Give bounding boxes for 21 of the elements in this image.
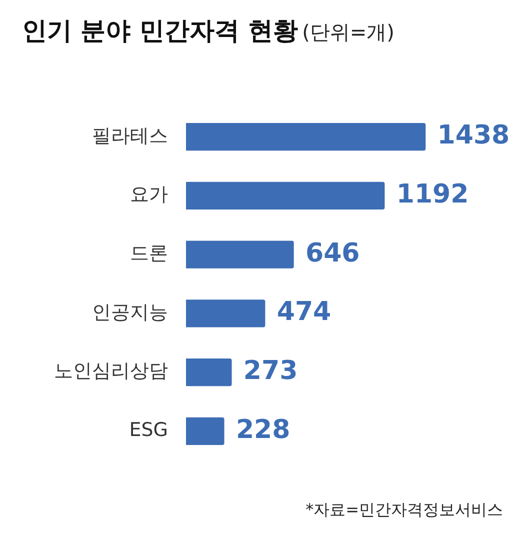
y-tick-label: ESG <box>129 419 168 442</box>
data-label: 646 <box>305 238 360 268</box>
data-label: 273 <box>243 356 298 386</box>
y-tick-label: 인공지능 <box>92 301 168 324</box>
data-label: 228 <box>236 414 290 445</box>
bar <box>186 123 426 151</box>
text: *자료=민간자격정보서비스 <box>306 500 503 521</box>
chart-title: 인기 분야 민간자격 현황 <box>22 16 298 45</box>
data-label: 1192 <box>396 179 469 210</box>
bar <box>186 240 294 268</box>
bar <box>186 182 385 210</box>
y-tick-label: 요가 <box>130 184 168 206</box>
data-label: 474 <box>276 297 332 328</box>
y-tick-label: 노인심리상담 <box>54 360 168 382</box>
y-tick-label: 필라테스 <box>92 124 168 147</box>
data-label: 1438 <box>437 120 510 151</box>
bar <box>186 417 224 445</box>
bar <box>186 300 266 328</box>
bar <box>186 358 232 386</box>
chart-subtitle: (단위=개) <box>302 20 394 44</box>
y-tick-label: 드론 <box>130 242 168 265</box>
